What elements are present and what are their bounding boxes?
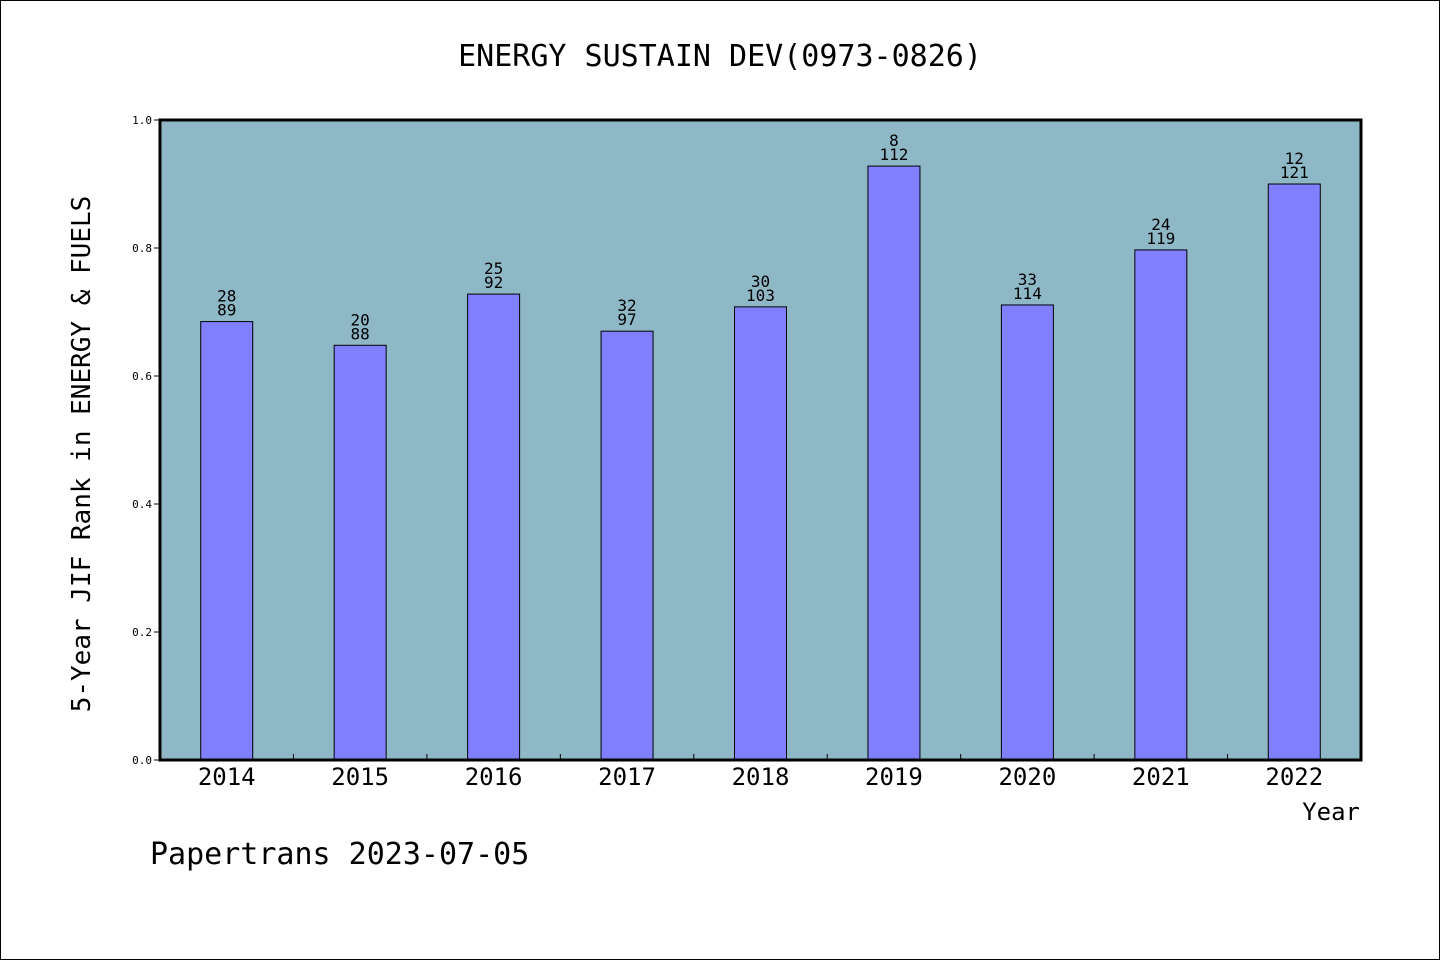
y-axis-ticks: 0.0 0.2 0.4 0.6 0.8 1.0 <box>132 114 160 767</box>
x-tick-label: 2018 <box>732 763 790 791</box>
bar-total-label: 97 <box>617 310 636 329</box>
bar-rank-label: 20 <box>351 310 370 329</box>
x-axis-label: Year <box>1302 798 1360 826</box>
bar-total-label: 119 <box>1146 229 1175 248</box>
y-tick-label: 1.0 <box>132 114 152 127</box>
bar-rank-label: 12 <box>1285 149 1304 168</box>
bar-total-label: 88 <box>351 324 370 343</box>
x-tick-label: 2019 <box>865 763 923 791</box>
y-tick-label: 0.0 <box>132 754 152 767</box>
bar-total-label: 92 <box>484 273 503 292</box>
x-tick-label: 2022 <box>1265 763 1323 791</box>
bar-rank-label: 33 <box>1018 270 1037 289</box>
y-tick-label: 0.2 <box>132 626 152 639</box>
x-tick-label: 2021 <box>1132 763 1190 791</box>
y-tick-label: 0.6 <box>132 370 152 383</box>
bar-rank-label: 24 <box>1151 215 1170 234</box>
bar-2014 <box>200 321 254 761</box>
y-tick-label: 0.4 <box>132 498 152 511</box>
x-axis-ticks: 2014 2015 2016 2017 2018 2019 2020 2021 2022 <box>198 754 1323 791</box>
chart-title: ENERGY SUSTAIN DEV(0973-0826) <box>458 39 982 74</box>
x-tick-label: 2014 <box>198 763 256 791</box>
bar-2021 <box>1134 249 1188 761</box>
bar-rank-label: 8 <box>889 131 899 150</box>
y-axis-label: 5-Year JIF Rank in ENERGY & FUELS <box>67 196 97 713</box>
footer-text: Papertrans 2023-07-05 <box>150 837 529 872</box>
bar-2022 <box>1267 183 1321 761</box>
x-tick-label: 2016 <box>465 763 523 791</box>
bar-rank-label: 30 <box>751 272 770 291</box>
plot-border <box>158 118 1363 762</box>
bar-2020 <box>1000 304 1054 761</box>
x-tick-label: 2020 <box>998 763 1056 791</box>
x-tick-label: 2017 <box>598 763 656 791</box>
bar-total-label: 89 <box>217 301 236 320</box>
bar-total-label: 103 <box>746 286 775 305</box>
bar-total-label: 112 <box>879 145 908 164</box>
x-tick-label: 2015 <box>331 763 389 791</box>
bar-rank-label: 32 <box>617 296 636 315</box>
bars <box>200 165 1321 761</box>
bar-2016 <box>467 293 521 761</box>
bar-2019 <box>867 165 921 761</box>
bar-2015 <box>333 344 387 761</box>
bar-total-label: 121 <box>1280 163 1309 182</box>
bar-total-label: 114 <box>1013 284 1042 303</box>
bar-rank-label: 28 <box>217 287 236 306</box>
bar-2017 <box>600 330 654 761</box>
y-tick-label: 0.8 <box>132 242 152 255</box>
bar-rank-label: 25 <box>484 259 503 278</box>
bar-2018 <box>734 306 787 761</box>
